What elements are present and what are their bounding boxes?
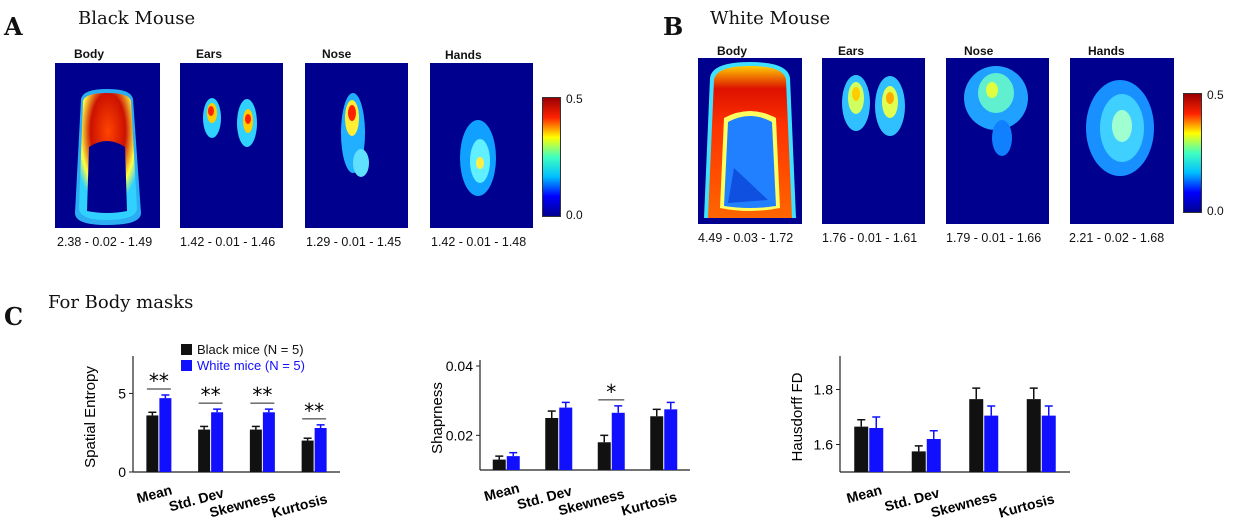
panel-a-colorbar bbox=[542, 97, 561, 217]
significance-marker: ** bbox=[304, 399, 324, 423]
bar bbox=[869, 428, 884, 472]
panel-a-ears-label: Ears bbox=[196, 47, 223, 61]
heatmap-black-ears bbox=[180, 63, 283, 228]
panel-a-hands-label: Hands bbox=[445, 48, 482, 62]
panel-a-colorbar-min: 0.0 bbox=[566, 208, 583, 222]
bar bbox=[198, 429, 211, 472]
panel-a-body-label: Body bbox=[74, 47, 104, 61]
y-axis-label: Spatial Entropy bbox=[82, 366, 99, 468]
bar bbox=[314, 428, 327, 472]
heatmap-white-ears bbox=[822, 58, 925, 224]
legend-label: Black mice (N = 5) bbox=[197, 342, 304, 357]
panel-b-nose-stats: 1.79 - 0.01 - 1.66 bbox=[946, 231, 1042, 245]
heatmap-black-hands bbox=[430, 63, 533, 228]
panel-b-letter: B bbox=[663, 12, 684, 41]
bar bbox=[664, 409, 678, 470]
legend-swatch bbox=[181, 360, 192, 371]
bar bbox=[211, 412, 224, 472]
bar bbox=[506, 456, 520, 470]
panel-a-colorbar-max: 0.5 bbox=[566, 92, 583, 106]
x-tick-label: Kurtosis bbox=[270, 490, 329, 520]
significance-marker: ** bbox=[252, 383, 272, 407]
y-tick-label: 0.02 bbox=[446, 427, 473, 443]
bar bbox=[146, 415, 159, 472]
panel-b-hands-stats: 2.21 - 0.02 - 1.68 bbox=[1069, 231, 1165, 245]
bar bbox=[969, 399, 984, 472]
panel-b-hands-label: Hands bbox=[1088, 44, 1125, 58]
bar bbox=[159, 398, 172, 472]
x-tick-label: Kurtosis bbox=[620, 488, 679, 518]
significance-marker: ** bbox=[149, 369, 169, 393]
panel-b-body-label: Body bbox=[717, 44, 747, 58]
panel-a-body-stats: 2.38 - 0.02 - 1.49 bbox=[57, 235, 153, 249]
panel-c-title: For Body masks bbox=[48, 292, 194, 313]
bar bbox=[597, 442, 611, 470]
bar bbox=[545, 418, 559, 470]
panel-b-nose-label: Nose bbox=[964, 44, 994, 58]
panel-b-ears-stats: 1.76 - 0.01 - 1.61 bbox=[822, 231, 918, 245]
y-tick-label: 0 bbox=[118, 464, 126, 480]
x-tick-label: Skewness bbox=[929, 487, 999, 520]
x-tick-label: Mean bbox=[845, 481, 884, 506]
bar bbox=[854, 426, 869, 472]
panel-a-hands-stats: 1.42 - 0.01 - 1.48 bbox=[431, 235, 527, 249]
panel-b-colorbar bbox=[1183, 93, 1202, 213]
panel-a-letter: A bbox=[4, 12, 23, 41]
heatmap-white-body bbox=[698, 58, 802, 224]
panel-b-colorbar-min: 0.0 bbox=[1207, 204, 1224, 218]
heatmap-white-nose bbox=[946, 58, 1049, 224]
bar bbox=[492, 459, 506, 470]
bar bbox=[611, 412, 625, 470]
bar bbox=[559, 407, 573, 470]
significance-marker: ** bbox=[201, 383, 221, 407]
panel-c-letter: C bbox=[4, 302, 24, 331]
y-tick-label: 0.04 bbox=[446, 358, 473, 374]
bar bbox=[650, 416, 664, 470]
legend-swatch bbox=[181, 344, 192, 355]
heatmap-black-nose bbox=[305, 63, 408, 228]
panel-a-nose-label: Nose bbox=[322, 47, 352, 61]
bar bbox=[249, 429, 262, 472]
y-tick-label: 1.8 bbox=[814, 382, 834, 398]
panel-b-title: White Mouse bbox=[710, 8, 831, 29]
bar bbox=[1026, 399, 1041, 472]
y-tick-label: 5 bbox=[118, 385, 126, 401]
bar bbox=[1041, 415, 1056, 472]
x-tick-label: Kurtosis bbox=[997, 490, 1056, 520]
legend-label: White mice (N = 5) bbox=[197, 358, 305, 373]
bar bbox=[984, 415, 999, 472]
bar bbox=[301, 440, 314, 472]
panel-a-nose-stats: 1.29 - 0.01 - 1.45 bbox=[306, 235, 402, 249]
heatmap-white-hands bbox=[1070, 58, 1174, 224]
panel-a-title: Black Mouse bbox=[78, 8, 196, 29]
panel-b-body-stats: 4.49 - 0.03 - 1.72 bbox=[698, 231, 794, 245]
bar bbox=[911, 451, 926, 472]
panel-b-ears-label: Ears bbox=[838, 44, 865, 58]
bar bbox=[926, 439, 941, 472]
y-axis-label: Shaprness bbox=[429, 382, 446, 454]
bar bbox=[262, 412, 275, 472]
panel-b-colorbar-max: 0.5 bbox=[1207, 88, 1224, 102]
y-axis-label: Hausdorff FD bbox=[789, 372, 806, 461]
significance-marker: * bbox=[606, 380, 616, 404]
panel-a-ears-stats: 1.42 - 0.01 - 1.46 bbox=[180, 235, 276, 249]
y-tick-label: 1.6 bbox=[814, 437, 834, 453]
heatmap-black-body bbox=[55, 63, 160, 228]
